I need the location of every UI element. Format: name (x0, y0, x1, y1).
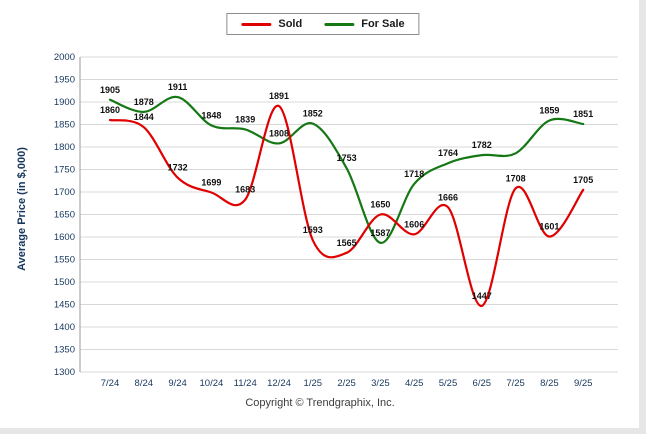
sold-line-swatch (241, 22, 272, 26)
svg-text:1350: 1350 (54, 345, 75, 356)
for-sale-line-swatch (324, 22, 355, 26)
gridlines (80, 56, 618, 373)
svg-text:1852: 1852 (303, 109, 323, 119)
svg-text:1851: 1851 (573, 109, 593, 119)
svg-text:1650: 1650 (54, 210, 75, 221)
svg-text:1950: 1950 (54, 75, 75, 86)
svg-text:5/25: 5/25 (439, 378, 458, 389)
svg-text:10/24: 10/24 (200, 378, 224, 389)
svg-text:2/25: 2/25 (337, 378, 356, 389)
series-line-for-sale (108, 95, 585, 244)
svg-text:1708: 1708 (506, 173, 526, 183)
svg-text:1808: 1808 (269, 128, 289, 138)
page-edge-bottom (0, 428, 646, 434)
svg-text:1587: 1587 (370, 228, 390, 238)
copyright-text: Copyright © Trendgraphix, Inc. (245, 397, 395, 409)
svg-text:7/24: 7/24 (101, 378, 120, 389)
data-labels-sold: 1860 1844 1732 1699 1683 1891 1593 1565 1650 1606… (100, 91, 593, 301)
page-edge-right (639, 0, 646, 434)
svg-text:1850: 1850 (54, 120, 75, 131)
legend-item-for-sale: For Sale (324, 18, 405, 30)
svg-text:9/24: 9/24 (168, 378, 187, 389)
svg-text:1601: 1601 (539, 222, 559, 232)
svg-text:1782: 1782 (472, 140, 492, 150)
svg-text:1300: 1300 (54, 367, 75, 378)
svg-text:1650: 1650 (370, 200, 390, 210)
svg-text:9/25: 9/25 (574, 378, 593, 389)
svg-text:1/25: 1/25 (304, 378, 323, 389)
svg-text:1447: 1447 (472, 291, 492, 301)
svg-text:1606: 1606 (404, 219, 424, 229)
legend-item-sold: Sold (241, 18, 302, 30)
svg-text:1550: 1550 (54, 255, 75, 266)
svg-text:1848: 1848 (201, 110, 221, 120)
svg-text:1839: 1839 (235, 114, 255, 124)
svg-text:1844: 1844 (134, 112, 154, 122)
svg-text:1764: 1764 (438, 148, 458, 158)
svg-text:1800: 1800 (54, 142, 75, 153)
svg-text:1891: 1891 (269, 91, 289, 101)
svg-text:6/25: 6/25 (473, 378, 492, 389)
svg-text:12/24: 12/24 (267, 378, 291, 389)
legend: Sold For Sale (226, 13, 420, 35)
svg-text:1905: 1905 (100, 85, 120, 95)
data-labels-for-sale: 1905 1878 1911 1848 1839 1808 1852 1753 1587 1718… (100, 82, 593, 238)
svg-text:1666: 1666 (438, 192, 458, 202)
legend-label-for-sale: For Sale (361, 18, 405, 30)
svg-text:1400: 1400 (54, 322, 75, 333)
svg-text:1860: 1860 (100, 105, 120, 115)
svg-text:1699: 1699 (201, 177, 221, 187)
svg-text:1593: 1593 (303, 225, 323, 235)
series-line-sold (108, 104, 585, 308)
svg-text:1732: 1732 (168, 163, 188, 173)
y-tick-labels: 2000 1950 1900 1850 1800 1750 1700 1650 1600 1550… (54, 52, 75, 378)
svg-text:1718: 1718 (404, 169, 424, 179)
y-axis-title: Average Price (in $,000) (16, 147, 28, 271)
svg-text:1450: 1450 (54, 300, 75, 311)
svg-text:11/24: 11/24 (234, 378, 257, 389)
legend-label-sold: Sold (278, 18, 303, 30)
svg-text:8/25: 8/25 (540, 378, 559, 389)
svg-text:1878: 1878 (134, 97, 154, 107)
svg-text:1500: 1500 (54, 277, 75, 288)
svg-text:1683: 1683 (235, 185, 255, 195)
svg-text:1753: 1753 (337, 153, 357, 163)
svg-text:1750: 1750 (54, 165, 75, 176)
svg-text:1900: 1900 (54, 97, 75, 108)
svg-text:2000: 2000 (54, 52, 75, 63)
svg-text:7/25: 7/25 (506, 378, 525, 389)
svg-text:8/24: 8/24 (135, 378, 154, 389)
svg-text:1700: 1700 (54, 187, 75, 198)
svg-text:4/25: 4/25 (405, 378, 424, 389)
svg-text:1705: 1705 (573, 175, 593, 185)
svg-text:1600: 1600 (54, 232, 75, 243)
svg-text:1565: 1565 (337, 238, 357, 248)
svg-text:1911: 1911 (168, 82, 188, 92)
svg-text:3/25: 3/25 (371, 378, 390, 389)
x-tick-labels: 7/24 8/24 9/24 10/24 11/24 12/24 1/25 2/25 3/25 4… (101, 378, 593, 389)
svg-text:1859: 1859 (539, 105, 559, 115)
